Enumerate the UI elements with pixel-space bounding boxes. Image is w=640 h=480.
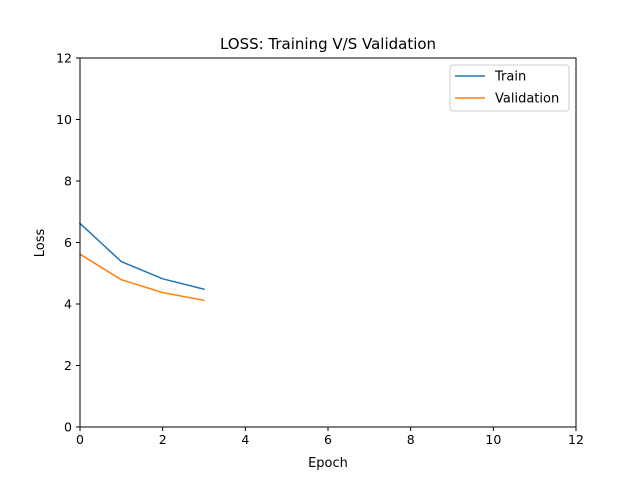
plot-frame (79, 57, 577, 428)
y-axis-label: Loss (33, 229, 48, 258)
x-tick-label: 6 (324, 432, 332, 447)
chart-title: LOSS: Training V/S Validation (220, 35, 436, 53)
legend-label-validation: Validation (495, 92, 559, 107)
x-tick-label: 8 (407, 432, 415, 447)
series-layer (78, 222, 205, 302)
y-tick-label: 8 (64, 174, 72, 189)
x-tick-label: 10 (485, 432, 501, 447)
series-line-train (78, 222, 205, 291)
x-tick-label: 2 (159, 432, 167, 447)
x-tick-label: 12 (568, 432, 584, 447)
x-axis-label: Epoch (308, 456, 348, 471)
y-tick-label: 10 (56, 112, 72, 127)
y-axis-ticks: 0 2 4 6 8 10 12 (56, 51, 80, 435)
y-tick-label: 6 (64, 235, 72, 250)
y-tick-label: 2 (64, 358, 72, 373)
y-tick-label: 0 (64, 420, 72, 435)
legend: Train Validation (449, 64, 570, 112)
series-line-validation (78, 253, 205, 302)
y-tick-label: 12 (56, 51, 72, 66)
x-tick-label: 4 (241, 432, 249, 447)
y-tick-label: 4 (64, 297, 72, 312)
x-tick-label: 0 (76, 432, 84, 447)
legend-label-train: Train (494, 70, 526, 85)
x-axis-ticks: 0 2 4 6 8 10 12 (76, 427, 584, 447)
legend-entries: Train Validation (455, 70, 559, 107)
